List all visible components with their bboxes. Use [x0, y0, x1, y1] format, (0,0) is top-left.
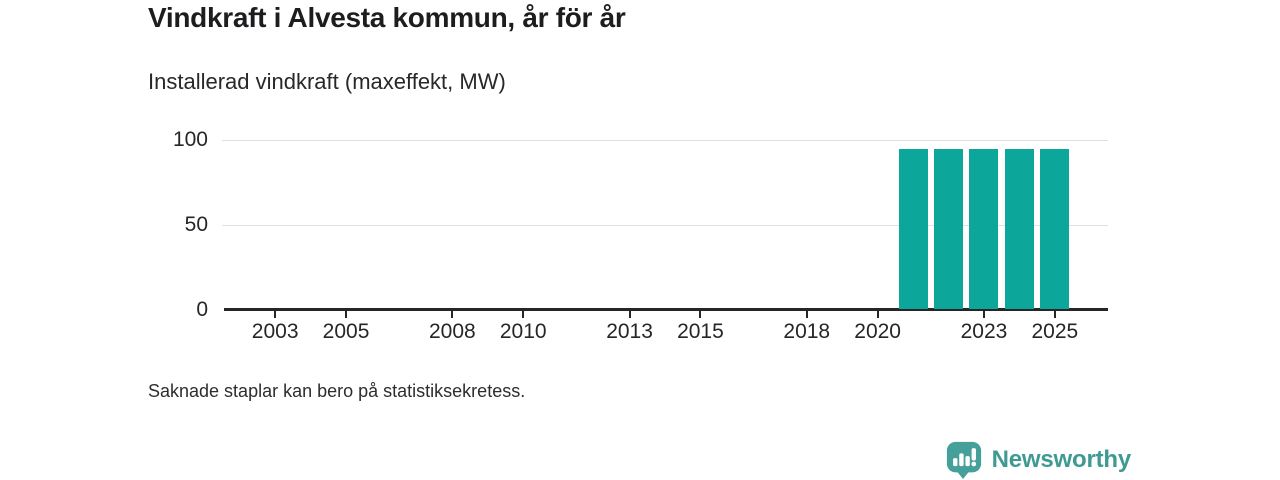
footnote: Saknade staplar kan bero på statistiksek…	[148, 381, 526, 401]
x-axis-tick-label-2013: 2013	[606, 320, 653, 343]
x-axis-tick-2023	[982, 311, 985, 318]
x-axis-tick-label-2023: 2023	[960, 320, 1008, 343]
gridline-50	[222, 225, 1108, 226]
x-axis-tick-2010	[522, 311, 525, 318]
bar-2021	[898, 148, 928, 309]
newsworthy-logo: Newsworthy	[945, 440, 1131, 479]
y-axis-tick-label-50: 50	[184, 213, 208, 236]
gridline-100	[222, 140, 1108, 141]
bar-2024	[1004, 148, 1034, 309]
chart-subtitle: Installerad vindkraft (maxeffekt, MW)	[148, 69, 506, 94]
y-axis-tick-label-0: 0	[196, 298, 208, 321]
y-axis: 0 50 100	[140, 128, 208, 321]
chart-title: Vindkraft i Alvesta kommun, år för år	[148, 2, 626, 33]
x-axis-tick-2025	[1053, 311, 1056, 318]
x-axis-line	[224, 308, 1108, 311]
plot-area: 2003 2005 2008 2010 2013 2015 2018 2020 2023 2025	[222, 140, 1108, 343]
x-axis-tick-label-2015: 2015	[677, 320, 724, 343]
x-axis-tick-label-2005: 2005	[322, 320, 370, 343]
bar-2025	[1040, 148, 1070, 309]
x-axis-tick-2020	[876, 311, 879, 318]
x-axis-tick-2008	[451, 311, 454, 318]
x-axis-tick-label-2025: 2025	[1031, 320, 1079, 343]
x-axis-tick-2005	[345, 311, 348, 318]
x-axis-tick-2003	[274, 311, 277, 318]
x-axis-tick-label-2020: 2020	[854, 320, 901, 343]
x-axis-tick-label-2010: 2010	[499, 320, 547, 343]
x-axis-tick-label-2018: 2018	[783, 320, 831, 343]
bar-chart-speech-bubble-icon	[946, 441, 981, 479]
x-axis-tick-2013	[628, 311, 631, 318]
bar-2022	[934, 148, 964, 309]
x-axis-tick-2018	[805, 311, 808, 318]
brand-name: Newsworthy	[991, 445, 1132, 473]
x-axis-tick-label-2003: 2003	[251, 320, 299, 343]
bar-2023	[969, 148, 999, 309]
x-axis-tick-label-2008: 2008	[429, 320, 476, 343]
y-axis-tick-label-100: 100	[172, 128, 208, 151]
x-axis-tick-2015	[699, 311, 702, 318]
